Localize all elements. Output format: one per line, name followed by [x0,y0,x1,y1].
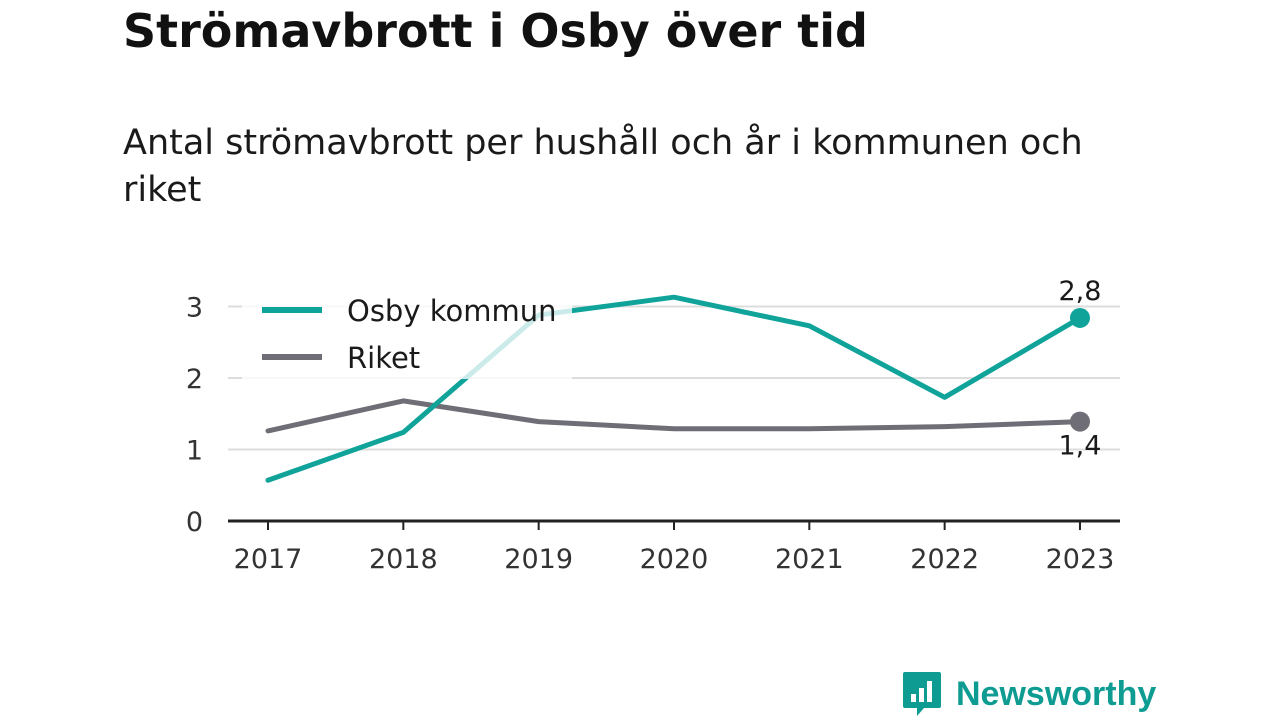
x-tick-label: 2022 [910,544,979,575]
legend-background [242,286,572,379]
x-tick-label: 2020 [640,544,709,575]
x-tick-label: 2023 [1046,544,1115,575]
riket-end-label: 1,4 [1059,431,1102,462]
x-tick-label: 2018 [369,544,438,575]
end-labels: 2,8 1,4 [1059,276,1102,462]
y-tick-label: 1 [186,436,203,467]
x-tick-label: 2021 [775,544,844,575]
osby-kommun-series-line [265,294,1083,483]
bar-chart-speech-bubble-icon [903,672,941,716]
chart-title: Strömavbrott i Osby över tid [123,4,868,58]
legend: Osby kommun Riket [242,286,572,379]
y-tick-label: 0 [186,507,203,538]
series-lines [265,294,1090,483]
riket-series-line [265,398,1083,434]
y-tick-label: 2 [186,364,203,395]
x-tick-label: 2019 [504,544,573,575]
chart-subtitle: Antal strömavbrott per hushåll och år i … [123,123,1083,210]
osby-kommun-end-label: 2,8 [1059,276,1102,307]
brand-name: Newsworthy [956,674,1157,713]
riket-end-marker [1069,411,1090,432]
legend-label-riket: Riket [347,341,420,375]
osby-kommun-end-marker [1069,307,1090,328]
x-tick-label: 2017 [234,544,303,575]
y-tick-label: 3 [186,293,203,324]
x-axis: 2017 2018 2019 2020 2021 2022 2023 [228,519,1120,575]
legend-label-osby-kommun: Osby kommun [347,294,557,328]
y-axis-ticks: 0 1 2 3 [186,293,203,539]
brand-logo: Newsworthy [902,670,1156,718]
